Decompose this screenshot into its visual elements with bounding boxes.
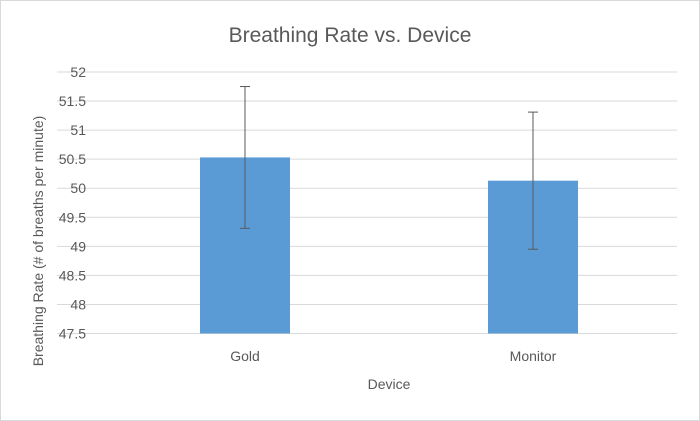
y-tick-label: 50.5 <box>59 151 86 167</box>
y-tick-label: 51.5 <box>59 93 86 109</box>
x-tick-label: Gold <box>230 348 260 364</box>
y-axis-label: Breathing Rate (# of breaths per minute) <box>30 116 46 367</box>
y-tick-label: 51 <box>70 122 86 138</box>
y-tick-label: 52 <box>70 64 86 80</box>
x-axis-label: Device <box>368 376 411 392</box>
y-tick-label: 49.5 <box>59 209 86 225</box>
y-tick-label: 49 <box>70 238 86 254</box>
y-tick-label: 50 <box>70 180 86 196</box>
x-tick-label: Monitor <box>510 348 557 364</box>
y-tick-label: 48 <box>70 296 86 312</box>
y-tick-label: 48.5 <box>59 267 86 283</box>
chart-title: Breathing Rate vs. Device <box>229 24 472 47</box>
y-tick-label: 47.5 <box>59 326 86 342</box>
